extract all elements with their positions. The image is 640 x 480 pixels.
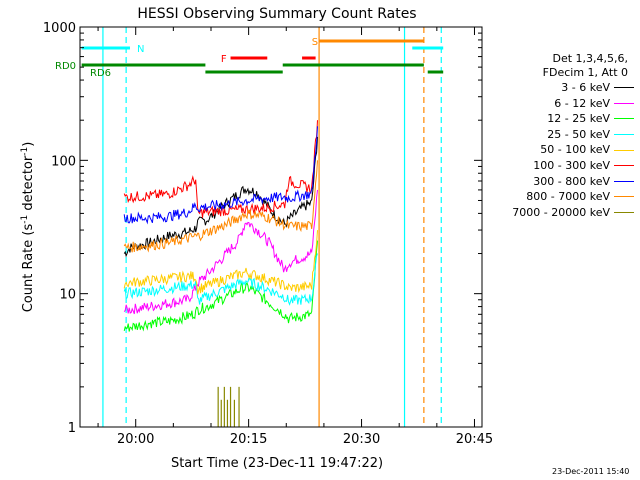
legend-header-2: FDecim 1, Att 0 [542, 66, 628, 79]
legend-swatch [614, 180, 634, 182]
rd0-flag-label: RD0 [55, 61, 76, 72]
legend-entry-label: 50 - 100 keV [540, 143, 610, 157]
legend-swatch [614, 212, 634, 214]
chart-title: HESSI Observing Summary Count Rates [137, 6, 416, 22]
y-label-part1: Count Rate (s [21, 224, 36, 313]
legend-swatch [614, 102, 634, 104]
legend-entry-label: 800 - 7000 keV [526, 190, 610, 204]
legend: Det 1,3,4,5,6, FDecim 1, Att 0 3 - 6 keV… [500, 52, 634, 220]
axis-ticks: 20:00 20:15 20:30 20:45 1 10 100 1000 [43, 21, 493, 447]
y-axis-label: Count Rate (s-1 detector-1) [20, 142, 36, 313]
legend-header-1: Det 1,3,4,5,6, [552, 52, 628, 65]
plot-frame [79, 26, 483, 428]
legend-entries: 3 - 6 keV 6 - 12 keV 12 - 25 keV 25 - 50 ke… [500, 80, 634, 220]
series-line-1 [123, 189, 318, 315]
flags-layer: N S F RD0 RD6 [55, 27, 444, 427]
x-tick-label: 20:30 [343, 432, 380, 447]
legend-swatch [614, 87, 634, 89]
y-label-part2: detector [21, 155, 36, 215]
y-tick-label: 1 [68, 421, 76, 436]
legend-entry-label: 6 - 12 keV [554, 96, 610, 110]
legend-swatch [614, 165, 634, 167]
x-tick-label: 20:45 [456, 432, 493, 447]
legend-entry: 50 - 100 keV [500, 142, 634, 158]
legend-entry: 6 - 12 keV [500, 96, 634, 112]
saa-flag-label: S [312, 37, 318, 48]
series-line-3 [123, 253, 318, 306]
y-tick-label: 100 [51, 154, 76, 169]
night-flag-label: N [137, 44, 144, 55]
flare-flag-label: F [221, 54, 227, 65]
y-label-sup1: -1 [20, 215, 30, 224]
y-tick-label: 10 [59, 288, 76, 303]
legend-entry-label: 12 - 25 keV [547, 112, 610, 126]
series-line-6 [123, 126, 318, 225]
legend-swatch [614, 118, 634, 120]
legend-entry: 800 - 7000 keV [500, 189, 634, 205]
x-tick-label: 20:00 [117, 432, 154, 447]
legend-entry-label: 100 - 300 keV [533, 158, 610, 172]
legend-swatch [614, 149, 634, 151]
legend-entry-label: 7000 - 20000 keV [512, 205, 610, 219]
legend-entry: 7000 - 20000 keV [500, 205, 634, 221]
series-layer [123, 120, 318, 427]
legend-entry-label: 3 - 6 keV [561, 81, 610, 94]
y-tick-label: 1000 [43, 21, 76, 36]
y-label-part3: ) [21, 142, 36, 147]
legend-swatch [614, 196, 634, 198]
legend-entry: 3 - 6 keV [500, 80, 634, 96]
series-line-7 [123, 160, 318, 253]
x-tick-label: 20:15 [230, 432, 267, 447]
series-line-4 [123, 230, 318, 295]
x-axis-label: Start Time (23-Dec-11 19:47:22) [171, 456, 383, 471]
legend-entry: 100 - 300 keV [500, 158, 634, 174]
legend-entry: 25 - 50 keV [500, 127, 634, 143]
legend-swatch [614, 134, 634, 136]
legend-entry: 12 - 25 keV [500, 111, 634, 127]
rd6-flag-label: RD6 [90, 68, 111, 79]
footer-timestamp: 23-Dec-2011 15:40 [552, 467, 630, 476]
series-line-2 [123, 240, 318, 332]
legend-entry-label: 300 - 800 keV [533, 174, 610, 188]
legend-entry: 300 - 800 keV [500, 174, 634, 190]
y-label-sup2: -1 [20, 147, 30, 156]
legend-entry-label: 25 - 50 keV [547, 127, 610, 141]
